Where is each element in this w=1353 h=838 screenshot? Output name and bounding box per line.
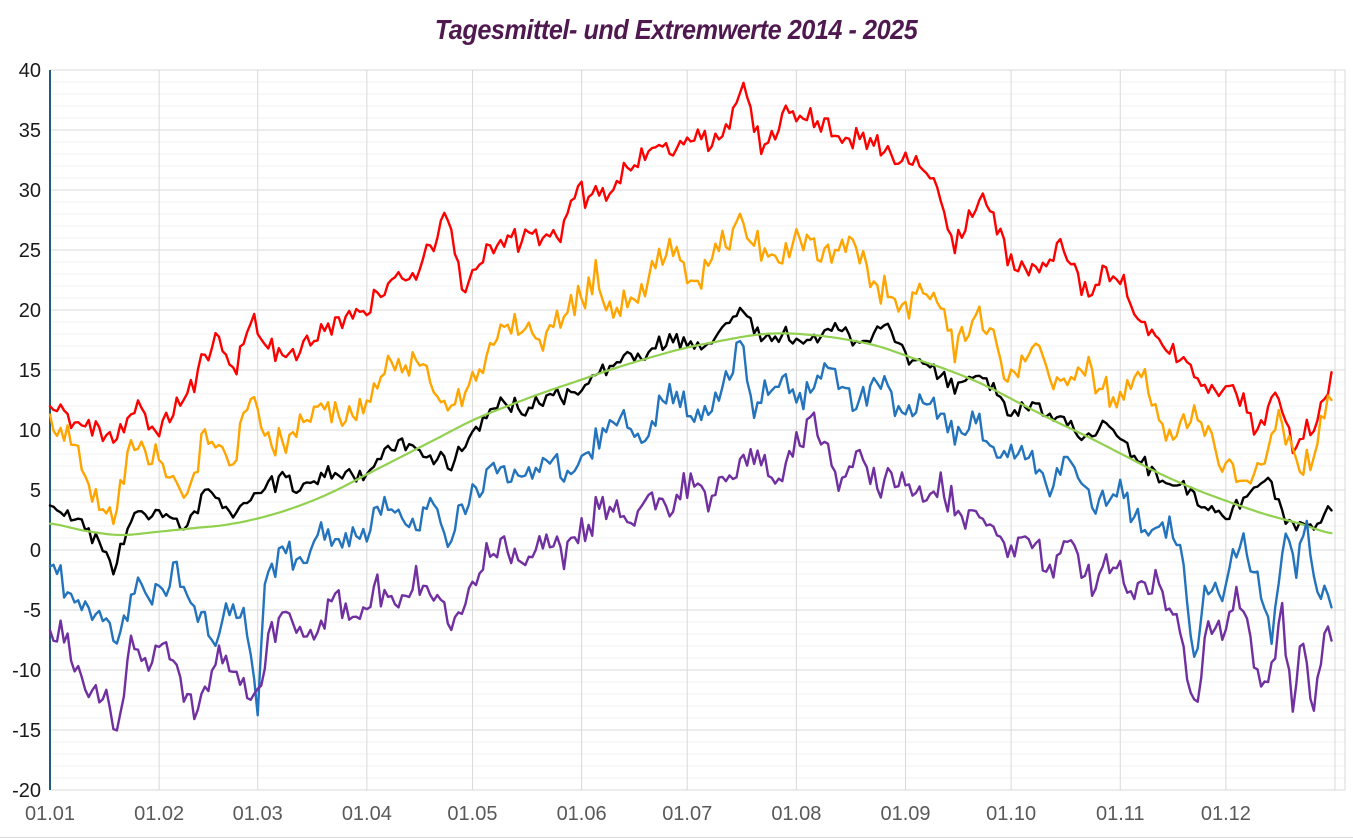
y-tick-label: 20 — [19, 300, 41, 322]
x-tick-label: 01.04 — [342, 803, 392, 825]
series-green-longterm-mean-line — [48, 332, 1333, 537]
x-tick-label: 01.06 — [557, 803, 607, 825]
y-tick-label: 0 — [30, 540, 41, 562]
series-black-daily-mean-line — [48, 306, 1333, 576]
series-red-absolute-max-line — [48, 81, 1333, 455]
x-tick-label: 01.11 — [1096, 803, 1145, 825]
y-tick-label: -5 — [23, 600, 41, 622]
x-tick-label: 01.08 — [771, 803, 821, 825]
x-tick-label: 01.03 — [233, 803, 283, 825]
y-tick-label: -15 — [12, 720, 41, 742]
x-tick-label: 01.09 — [880, 803, 930, 825]
series-purple-absolute-min-line — [48, 411, 1333, 732]
y-tick-label: 40 — [19, 60, 41, 82]
x-tick-label: 01.01 — [25, 803, 75, 825]
x-tick-label: 01.07 — [662, 803, 712, 825]
x-tick-label: 01.05 — [447, 803, 497, 825]
x-tick-label: 01.02 — [134, 803, 184, 825]
y-tick-label: 15 — [19, 360, 41, 382]
x-tick-label: 01.10 — [986, 803, 1036, 825]
y-tick-label: -10 — [12, 660, 41, 682]
y-tick-label: 5 — [30, 480, 41, 502]
x-tick-label: 01.12 — [1201, 803, 1251, 825]
chart-title-text: Tagesmittel- und Extremwerte 2014 - 2025 — [435, 14, 918, 45]
y-tick-label: 35 — [19, 120, 41, 142]
y-tick-label: 30 — [19, 180, 41, 202]
series-blue-mean-min-line — [48, 339, 1333, 717]
y-tick-label: 10 — [19, 420, 41, 442]
series-orange-mean-max-line — [48, 212, 1333, 526]
y-tick-label: -20 — [12, 780, 41, 802]
y-tick-label: 25 — [19, 240, 41, 262]
chart-title: Tagesmittel- und Extremwerte 2014 - 2025 — [0, 14, 1353, 46]
